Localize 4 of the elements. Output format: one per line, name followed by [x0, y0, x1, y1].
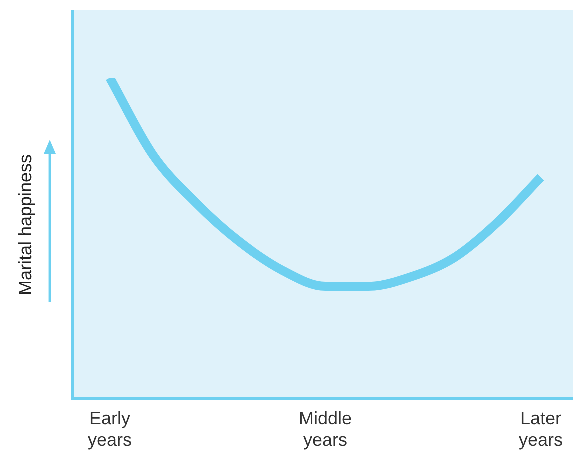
x-tick-label: Later years — [518, 408, 563, 450]
y-axis-title: Marital happiness — [16, 154, 36, 296]
x-tick-label: Early years — [88, 408, 132, 450]
x-tick-label: Middle years — [298, 408, 352, 450]
